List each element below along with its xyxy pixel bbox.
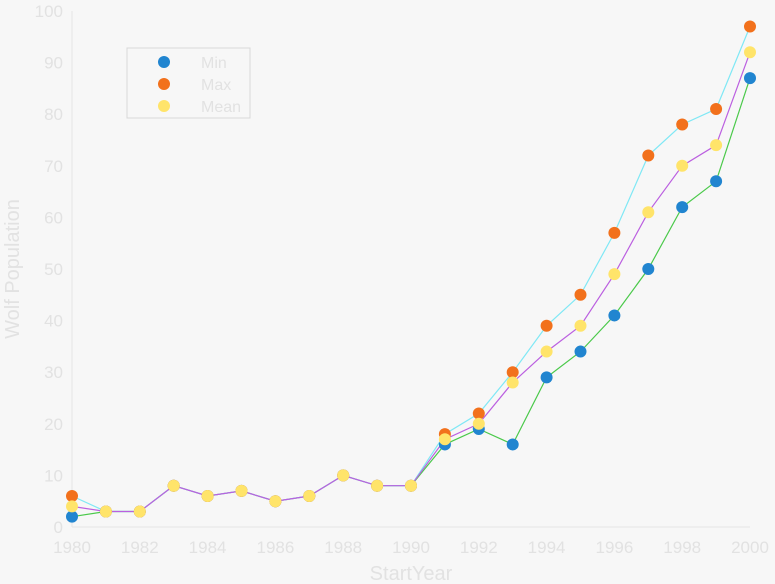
data-point-mean	[337, 469, 350, 482]
data-point-min	[608, 309, 621, 322]
data-point-mean	[540, 345, 553, 358]
data-point-mean	[438, 433, 451, 446]
x-tick-label: 1988	[324, 538, 362, 557]
series-line-min	[71, 77, 751, 518]
data-point-mean	[642, 206, 655, 219]
data-point-max	[608, 226, 621, 239]
y-tick-label: 90	[44, 54, 63, 73]
series-points	[66, 20, 756, 523]
x-tick-label: 1994	[528, 538, 566, 557]
data-point-min	[574, 345, 587, 358]
y-tick-label: 40	[44, 312, 63, 331]
data-point-mean	[99, 505, 112, 518]
y-tick-label: 70	[44, 157, 63, 176]
x-tick-label: 1980	[53, 538, 91, 557]
data-point-mean	[710, 139, 723, 152]
legend-marker-min	[158, 56, 170, 68]
data-point-min	[710, 175, 723, 188]
data-point-max	[744, 20, 756, 33]
data-point-max	[642, 149, 655, 162]
data-point-mean	[506, 376, 519, 389]
x-axis-title: StartYear	[370, 563, 453, 584]
data-point-mean	[133, 505, 146, 518]
x-tick-label: 1986	[256, 538, 294, 557]
data-point-mean	[608, 268, 621, 281]
data-point-max	[66, 490, 78, 503]
y-tick-label: 100	[35, 2, 63, 21]
x-tick-labels: 1980 1982 1984 1986 1988 1990 1992 1994 1996 1998…	[53, 538, 769, 557]
legend-marker-max	[158, 78, 170, 90]
data-point-mean	[303, 490, 316, 503]
x-tick-label: 1996	[595, 538, 633, 557]
data-point-mean	[201, 490, 214, 503]
data-point-max	[506, 366, 519, 379]
data-point-mean	[269, 495, 282, 508]
x-tick-label: 1990	[392, 538, 430, 557]
data-point-min	[506, 438, 519, 451]
y-tick-label: 80	[44, 105, 63, 124]
axes	[71, 11, 750, 528]
data-point-mean	[371, 479, 384, 492]
y-axis-title: Wolf Population	[2, 199, 24, 339]
legend-label-min: Min	[201, 55, 227, 72]
data-point-mean	[405, 479, 417, 492]
data-point-min	[744, 72, 756, 85]
data-point-mean	[676, 159, 689, 172]
data-point-mean	[744, 46, 756, 59]
data-point-max	[710, 103, 723, 116]
data-point-min	[642, 263, 655, 275]
y-tick-label: 30	[44, 363, 63, 382]
x-tick-label: 2000	[731, 538, 769, 557]
y-tick-label: 10	[44, 466, 63, 485]
data-point-max	[676, 118, 689, 131]
legend-label-mean: Mean	[201, 99, 241, 116]
series-line-mean	[71, 52, 751, 513]
data-point-mean	[66, 500, 78, 513]
legend-label-max: Max	[201, 77, 231, 94]
x-tick-label: 1998	[663, 538, 701, 557]
data-point-max	[574, 288, 587, 301]
x-tick-label: 1982	[121, 538, 159, 557]
data-point-mean	[472, 417, 485, 430]
legend-box	[126, 47, 251, 119]
legend-marker-mean	[158, 100, 170, 112]
data-point-max	[540, 319, 553, 332]
data-point-mean	[167, 479, 180, 492]
y-tick-label: 50	[44, 260, 63, 279]
data-point-max	[472, 407, 485, 420]
legend: Min Max Mean	[126, 47, 251, 119]
data-point-min	[66, 510, 78, 523]
y-tick-label: 20	[44, 415, 63, 434]
x-tick-label: 1984	[189, 538, 227, 557]
data-point-min	[540, 371, 553, 384]
data-point-mean	[574, 319, 587, 332]
y-tick-labels: 0 10 20 30 40 50 60 70 80 90 100	[35, 2, 63, 537]
data-point-min	[676, 201, 689, 214]
x-tick-label: 1992	[460, 538, 498, 557]
y-tick-label: 60	[44, 208, 63, 227]
y-tick-label: 0	[54, 518, 63, 537]
data-point-mean	[235, 484, 248, 497]
